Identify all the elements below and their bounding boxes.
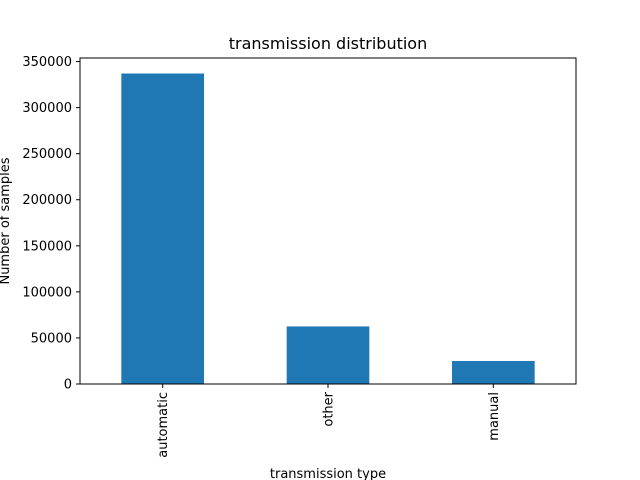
x-axis-label: transmission type <box>270 467 386 480</box>
y-axis-label: Number of samples <box>0 157 13 284</box>
x-tick-label-other: other <box>322 391 337 426</box>
y-tick-label-50000: 50000 <box>31 331 72 346</box>
plot-frame <box>79 57 577 385</box>
chart-title: transmission distribution <box>229 34 427 53</box>
y-tick-label-200000: 200000 <box>22 193 72 208</box>
y-tick-label-350000: 350000 <box>22 55 72 70</box>
y-tick-label-0: 0 <box>64 378 72 393</box>
y-tick-label-150000: 150000 <box>22 239 72 254</box>
bars-layer <box>121 73 535 385</box>
y-tick-label-250000: 250000 <box>22 147 72 162</box>
y-tick-label-100000: 100000 <box>22 285 72 300</box>
bar-other <box>286 326 370 384</box>
bar-automatic <box>121 73 204 385</box>
x-tick-label-manual: manual <box>487 392 502 441</box>
ticks-layer: automatic other manual 0 50000 100000 150000 20… <box>22 55 501 458</box>
y-tick-label-300000: 300000 <box>22 101 72 116</box>
bar-manual <box>452 360 535 384</box>
x-tick-label-automatic: automatic <box>156 392 171 458</box>
